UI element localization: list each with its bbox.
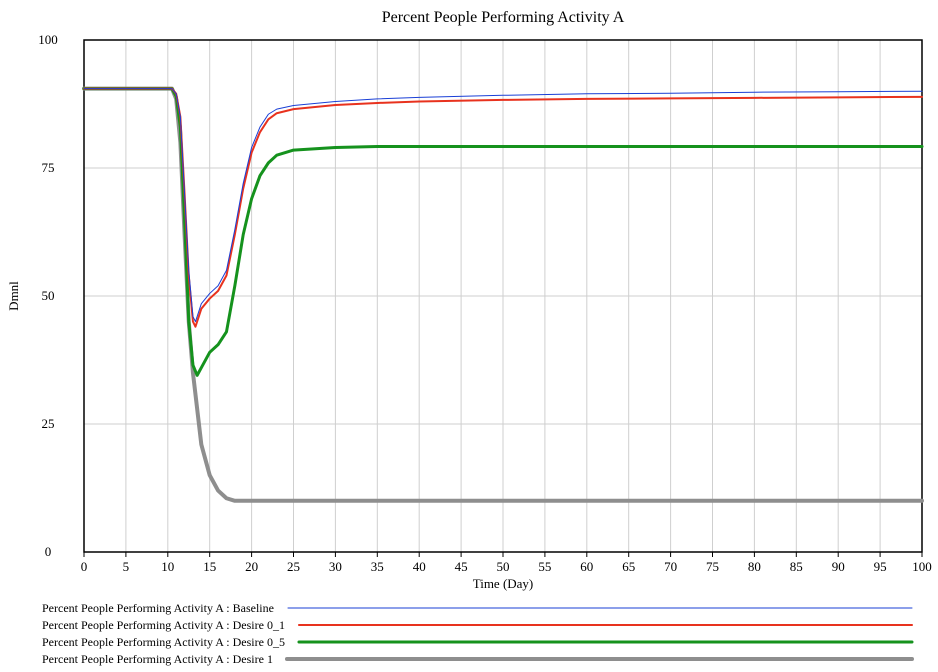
y-tick-label: 100 — [38, 32, 58, 47]
x-tick-label: 5 — [123, 559, 130, 574]
legend-label: Percent People Performing Activity A : B… — [42, 601, 274, 615]
x-tick-label: 0 — [81, 559, 88, 574]
series-line-0 — [83, 88, 923, 323]
x-tick-label: 85 — [790, 559, 803, 574]
x-tick-label: 60 — [580, 559, 593, 574]
y-tick-label: 0 — [45, 544, 52, 559]
legend-label: Percent People Performing Activity A : D… — [42, 635, 285, 649]
x-tick-label: 40 — [413, 559, 426, 574]
x-tick-label: 45 — [455, 559, 468, 574]
x-tick-label: 55 — [538, 559, 551, 574]
x-axis-label: Time (Day) — [473, 576, 534, 591]
y-tick-label: 25 — [42, 416, 55, 431]
chart-title: Percent People Performing Activity A — [382, 9, 625, 26]
x-tick-label: 95 — [874, 559, 887, 574]
legend-label: Percent People Performing Activity A : D… — [42, 652, 273, 666]
x-tick-label: 25 — [287, 559, 300, 574]
series-lines — [82, 86, 924, 503]
y-tick-label: 50 — [42, 288, 55, 303]
series-line-2 — [82, 87, 924, 377]
x-tick-label: 20 — [245, 559, 258, 574]
x-tick-label: 100 — [912, 559, 932, 574]
legend-label: Percent People Performing Activity A : D… — [42, 618, 285, 632]
x-tick-label: 10 — [161, 559, 174, 574]
x-tick-label: 75 — [706, 559, 719, 574]
x-tick-label: 90 — [832, 559, 845, 574]
x-tick-label: 70 — [664, 559, 677, 574]
x-tick-label: 35 — [371, 559, 384, 574]
x-tick-label: 50 — [497, 559, 510, 574]
grid-lines — [84, 40, 922, 552]
y-tick-label: 75 — [42, 160, 55, 175]
x-tick-label: 65 — [622, 559, 635, 574]
x-tick-label: 15 — [203, 559, 216, 574]
legend: Percent People Performing Activity A : B… — [42, 601, 914, 666]
x-tick-label: 30 — [329, 559, 342, 574]
y-axis-label: Dmnl — [6, 281, 21, 311]
x-tick-label: 80 — [748, 559, 761, 574]
axis-ticks: 0 5 10 15 20 25 30 35 40 45 50 55 60 65 70 75 80 85 90 95 10… — [38, 32, 932, 574]
